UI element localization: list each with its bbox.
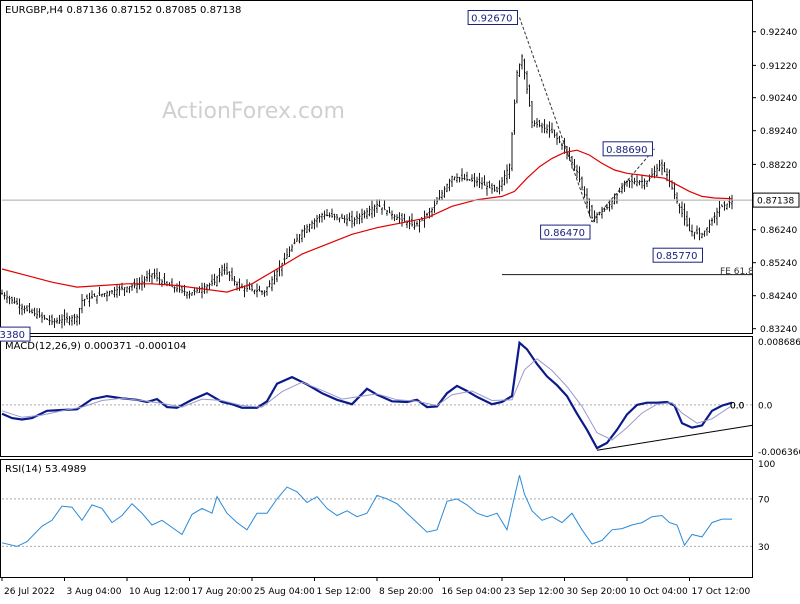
rsi-y-tick-label: 30 bbox=[758, 543, 770, 553]
macd-header: MACD(12,26,9) 0.000371 -0.000104 bbox=[5, 341, 186, 352]
x-tick-label: 3 Aug 04:00 bbox=[67, 587, 122, 597]
watermark: ActionForex.com bbox=[162, 99, 345, 124]
x-tick-label: 10 Oct 04:00 bbox=[629, 587, 688, 597]
macd-y-tick-label: -0.006366 bbox=[758, 448, 800, 458]
price-annotation-label: 0.85770 bbox=[656, 251, 697, 262]
axes-layer: 0.922400.912200.902400.892400.882200.872… bbox=[1, 28, 800, 597]
x-tick-label: 17 Aug 20:00 bbox=[192, 587, 253, 597]
price-y-tick-label: 0.86240 bbox=[760, 226, 797, 236]
x-tick-label: 26 Jul 2022 bbox=[4, 587, 55, 597]
rsi-line bbox=[1, 475, 732, 547]
price-annotation-box bbox=[652, 247, 703, 263]
price-y-tick-label: 0.91220 bbox=[760, 62, 797, 72]
x-tick-label: 1 Sep 12:00 bbox=[317, 587, 372, 597]
price-annotation-label: 0.88690 bbox=[606, 145, 647, 156]
macd-signal-line bbox=[1, 358, 733, 441]
price-y-tick-label: 0.88220 bbox=[760, 161, 797, 171]
x-tick-label: 8 Sep 20:00 bbox=[379, 587, 434, 597]
price-annotation-box bbox=[540, 224, 591, 240]
price-annotation-box bbox=[602, 141, 653, 157]
price-annotation-label: 0.83380 bbox=[0, 330, 25, 341]
price-y-tick-label: 0.90240 bbox=[760, 94, 797, 104]
x-tick-label: 16 Sep 04:00 bbox=[442, 587, 502, 597]
macd-panel-frame bbox=[0, 336, 753, 457]
rsi-panel-frame bbox=[0, 459, 753, 578]
price-annotation-box bbox=[0, 326, 31, 342]
price-header: EURGBP,H4 0.87136 0.87152 0.87085 0.8713… bbox=[5, 5, 241, 16]
x-tick-label: 23 Sep 12:00 bbox=[504, 587, 564, 597]
price-y-tick-label: 0.92240 bbox=[760, 28, 797, 38]
rsi-y-tick-label: 100 bbox=[758, 460, 775, 470]
price-y-tick-label: 0.84240 bbox=[760, 292, 797, 302]
rsi-y-tick-label: 70 bbox=[758, 495, 770, 505]
price-annotation-box bbox=[467, 10, 519, 25]
macd-y-tick-label: 0.0 bbox=[758, 401, 773, 411]
macd-trendline bbox=[596, 424, 753, 451]
price-annotation-label: 0.86470 bbox=[544, 228, 585, 239]
rsi-header: RSI(14) 53.4989 bbox=[5, 464, 86, 475]
x-tick-label: 30 Sep 20:00 bbox=[567, 587, 627, 597]
macd-y-tick-label: 0.008686 bbox=[758, 338, 800, 348]
price-y-tick-label: 0.83240 bbox=[760, 325, 797, 335]
fe-label: FE 61.8 bbox=[720, 267, 754, 277]
current-price-label: 0.87138 bbox=[757, 197, 794, 207]
x-tick-label: 25 Aug 04:00 bbox=[254, 587, 315, 597]
price-y-tick-label: 0.89240 bbox=[760, 127, 797, 137]
macd-line bbox=[1, 340, 733, 450]
price-annotation-label: 0.92670 bbox=[471, 14, 512, 25]
wave-dashed-line bbox=[519, 17, 593, 223]
macd-value-label: 0.0 bbox=[730, 401, 745, 411]
x-tick-label: 17 Oct 12:00 bbox=[692, 587, 751, 597]
current-price-box bbox=[752, 192, 800, 208]
price-y-tick-label: 0.85240 bbox=[760, 259, 797, 269]
rsi-layer bbox=[1, 475, 752, 547]
macd-value-label: 0.0 bbox=[730, 401, 745, 411]
price-panel-frame bbox=[0, 0, 753, 334]
wave-dashed-line bbox=[591, 148, 655, 223]
price-layer: 0.92670 0.86470 0.88690 0.85770 0.83380 bbox=[0, 10, 752, 342]
x-tick-label: 10 Aug 12:00 bbox=[129, 587, 190, 597]
macd-layer: 0.00.0 bbox=[1, 340, 753, 451]
